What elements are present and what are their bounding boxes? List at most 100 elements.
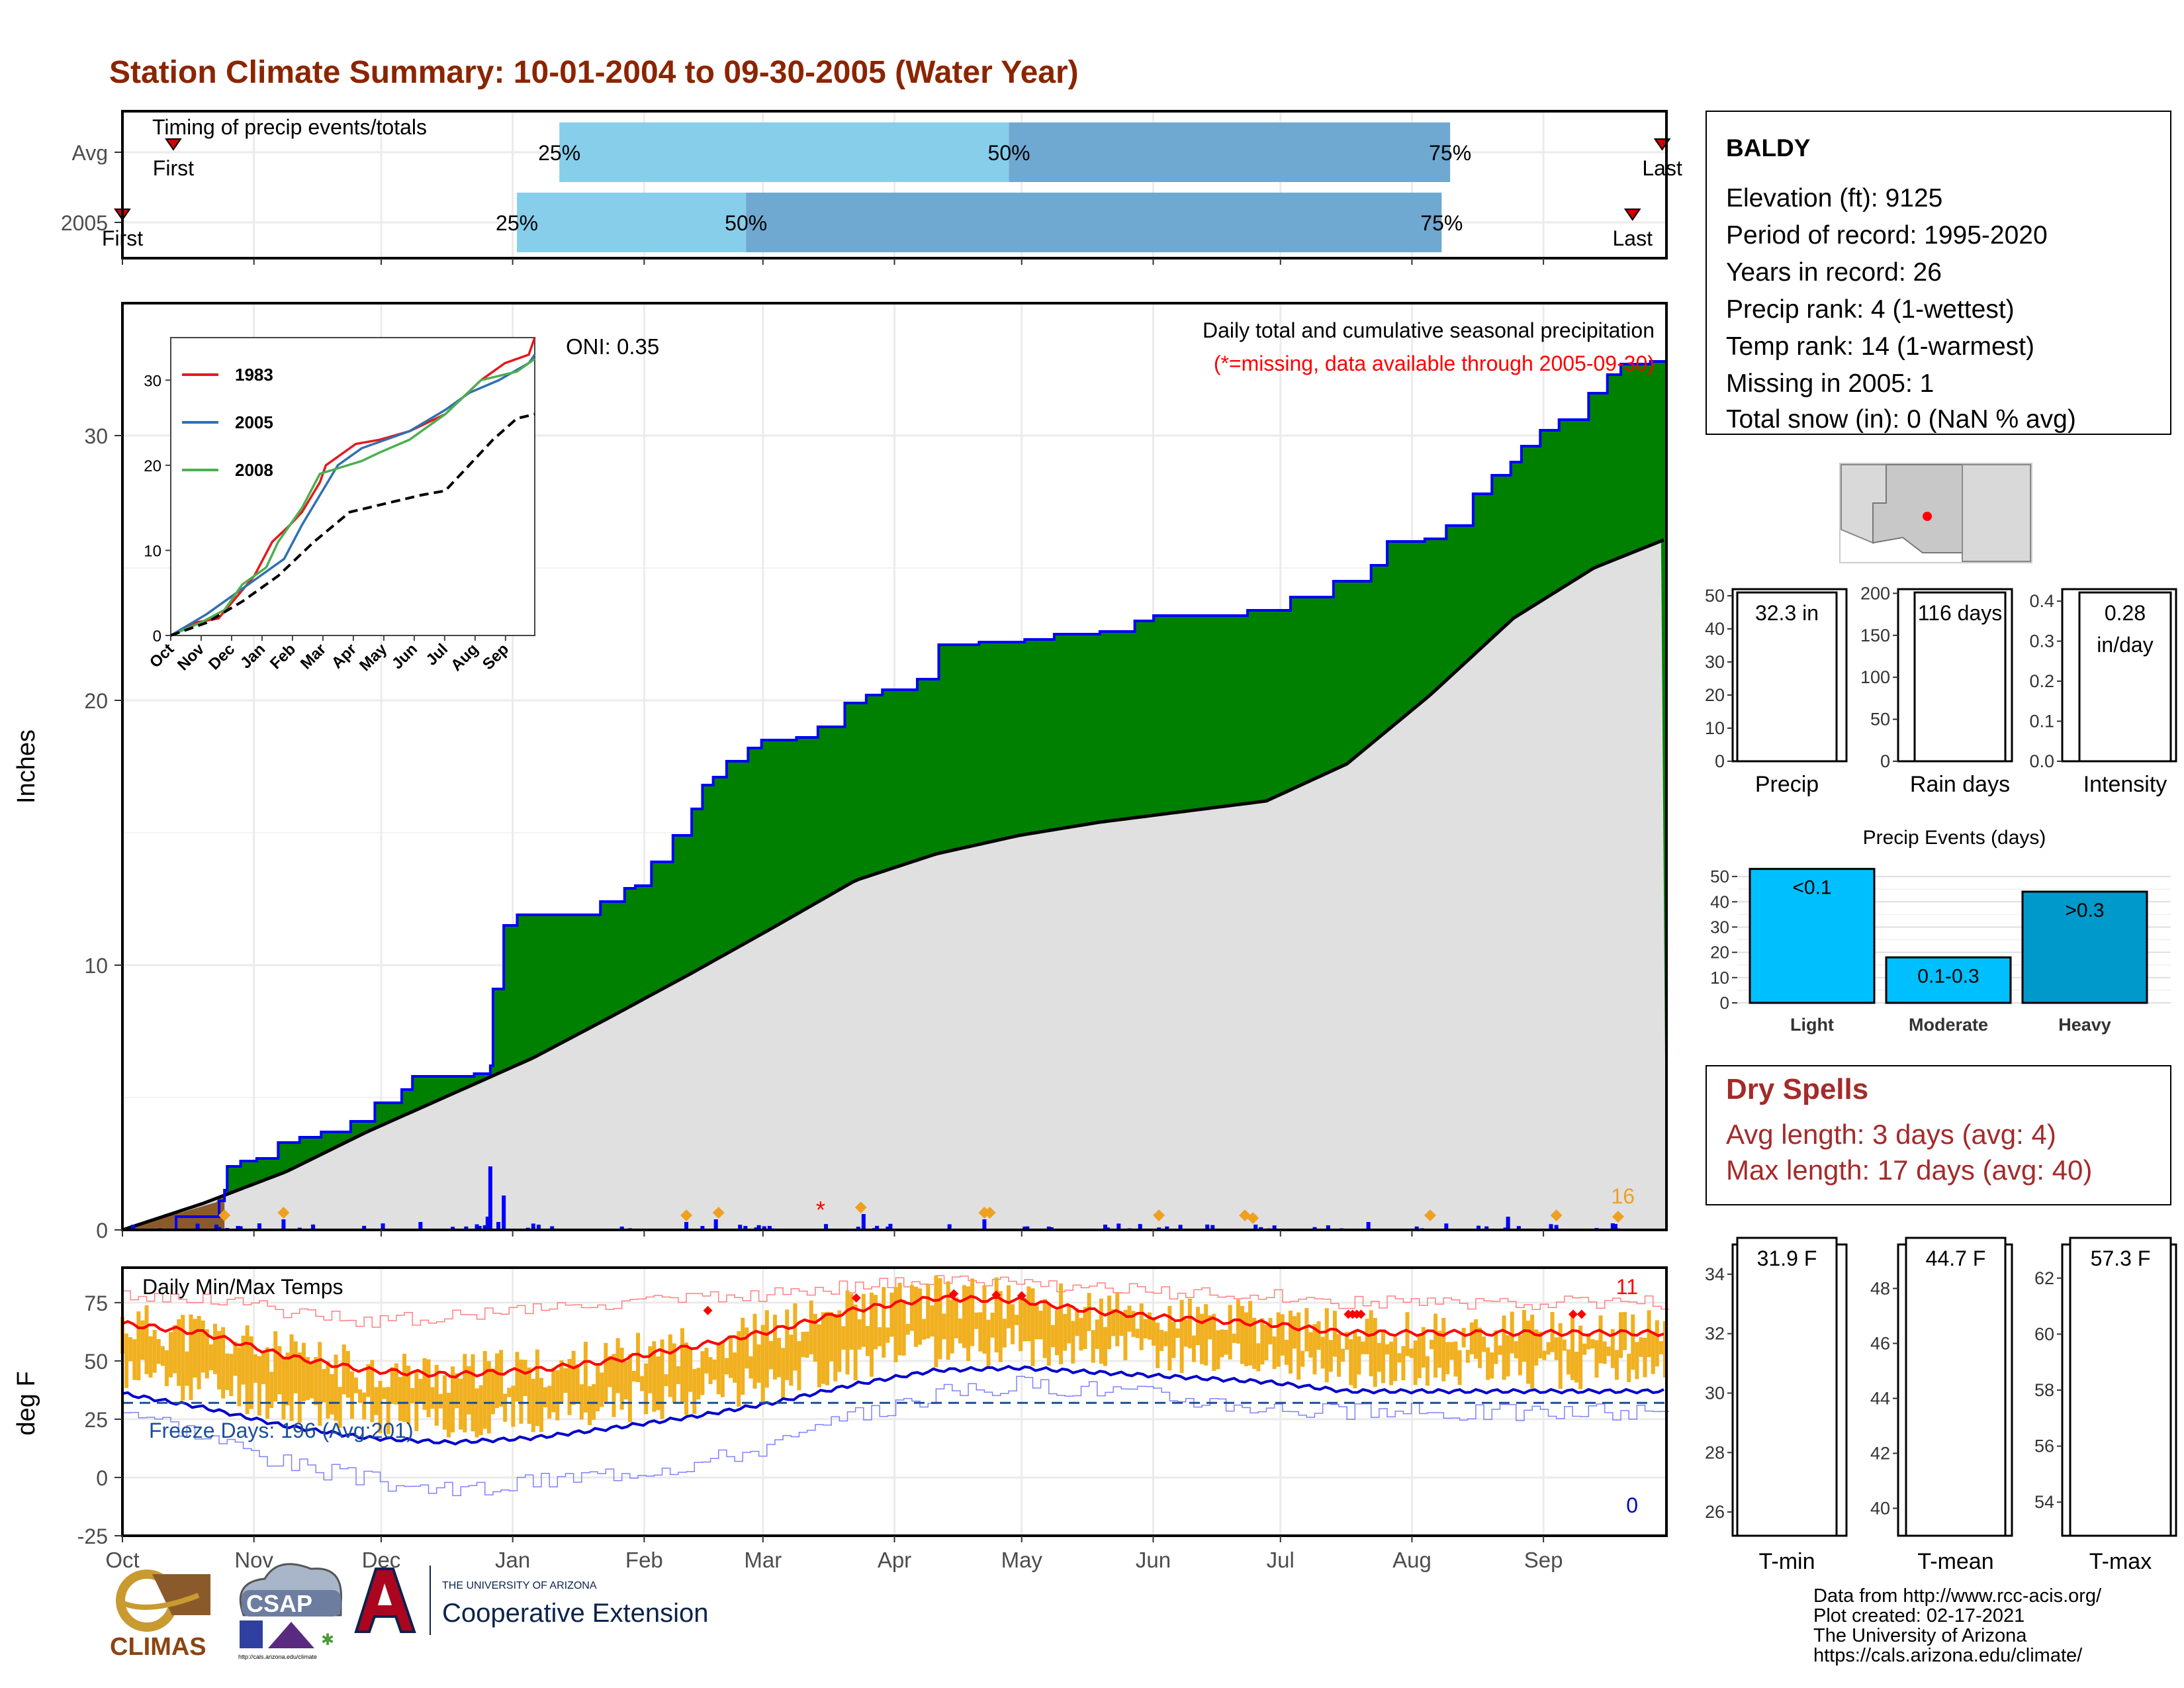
month-label: Apr (878, 1548, 911, 1572)
daily-temp-bar (531, 1378, 535, 1432)
daily-precip-bar (1046, 1226, 1051, 1230)
event-count-label: 16 (1611, 1184, 1635, 1208)
daily-temp-bar (1167, 1305, 1172, 1371)
daily-temp-bar (301, 1342, 306, 1401)
value-label: 44.7 F (1926, 1246, 1986, 1270)
daily-temp-bar (1228, 1305, 1232, 1360)
timing-pct-label: 75% (1429, 141, 1471, 165)
daily-temp-bar (1393, 1336, 1398, 1382)
daily-temp-bar (1401, 1346, 1406, 1381)
daily-temp-bar (1220, 1329, 1224, 1358)
daily-temp-bar (1526, 1321, 1531, 1384)
daily-temp-bar (845, 1290, 850, 1375)
daily-temp-bar (326, 1361, 330, 1419)
daily-precip-bar (477, 1225, 482, 1230)
daily-temp-bar (749, 1356, 753, 1379)
daily-temp-bar (338, 1387, 342, 1428)
daily-temp-bar (1019, 1293, 1023, 1352)
csap-logo: CSAP ✱ http://cals.arizona.edu/climate (238, 1563, 342, 1660)
normal-precip-line (122, 538, 1664, 1232)
oni-label: ONI: 0.35 (566, 334, 659, 359)
daily-precip-bar (1326, 1225, 1330, 1230)
daily-precip-bar (743, 1226, 748, 1230)
record-low-count: 0 (1626, 1493, 1638, 1517)
y-tick-label: 26 (1705, 1502, 1725, 1522)
daily-temp-bar (459, 1378, 463, 1430)
daily-temp-bar (825, 1311, 830, 1385)
daily-temp-bar (1115, 1292, 1120, 1346)
extreme-precip-marker (854, 1201, 867, 1213)
daily-temp-bar (974, 1312, 979, 1329)
daily-precip-bar (875, 1225, 880, 1230)
month-label: Jul (1267, 1548, 1295, 1572)
daily-precip-bar (1253, 1225, 1258, 1230)
daily-temp-bar (225, 1353, 230, 1390)
y-tick-label: 28 (1705, 1442, 1725, 1462)
daily-temp-bar (1482, 1336, 1486, 1352)
daily-temp-bar (631, 1370, 636, 1382)
daily-temp-bar (886, 1327, 890, 1343)
y-tick-label: 10 (1705, 718, 1725, 738)
daily-temp-bar (672, 1343, 676, 1403)
daily-temp-bar (1212, 1313, 1216, 1371)
daily-temp-bar (124, 1333, 129, 1388)
avg-tmin-line (122, 1364, 1664, 1446)
y-tick-label: 20 (84, 689, 108, 713)
daily-temp-bar (1369, 1310, 1373, 1377)
y-tick-label: 32 (1705, 1324, 1725, 1344)
event-bar-label: 0.1-0.3 (1917, 965, 1979, 987)
daily-temp-bar (305, 1356, 310, 1400)
logos: CLIMAS CSAP ✱ http://cals.arizona.edu/cl… (110, 1563, 708, 1661)
daily-temp-bar (870, 1292, 874, 1377)
y-tick-label: 54 (2034, 1492, 2054, 1512)
inset-y-tick: 20 (144, 457, 161, 475)
daily-temp-bar (217, 1331, 222, 1389)
daily-temp-bar (1046, 1303, 1051, 1366)
daily-temp-bar (1171, 1321, 1176, 1358)
daily-temp-bar (422, 1358, 427, 1410)
y-tick-label: 58 (2034, 1380, 2054, 1400)
daily-temp-bar (821, 1312, 825, 1384)
daily-temp-bar (986, 1319, 991, 1367)
daily-temp-bar (998, 1291, 1003, 1362)
daily-temp-bar (837, 1310, 842, 1372)
daily-precip-bar (1476, 1225, 1480, 1230)
daily-temp-bar (648, 1346, 653, 1393)
credit-line: The University of Arizona (1813, 1625, 2027, 1646)
daily-temp-bar (1308, 1332, 1313, 1358)
daily-temp-bar (575, 1364, 580, 1402)
month-label: Jan (495, 1548, 530, 1572)
daily-temp-bar (523, 1360, 527, 1396)
daily-temp-bar (724, 1358, 729, 1375)
daily-temp-bar (1433, 1313, 1438, 1378)
inset-y-tick: 30 (144, 372, 161, 390)
daily-temp-bar (793, 1303, 797, 1371)
record-high-marker (1576, 1309, 1586, 1319)
daily-temp-bar (1473, 1319, 1478, 1359)
daily-temp-bar (152, 1330, 157, 1373)
y-tick-label: 10 (1710, 968, 1729, 988)
category-label: T-min (1759, 1549, 1815, 1574)
category-label: T-max (2089, 1549, 2152, 1574)
daily-temp-bar (1006, 1285, 1011, 1329)
tmean-chart: 40 42 44 46 48 44.7 F T-mean (1870, 1237, 2013, 1574)
daily-temp-bar (1252, 1317, 1257, 1369)
daily-temp-bar (1490, 1352, 1494, 1379)
daily-precip-bar (1178, 1225, 1183, 1230)
daily-temp-bar (1264, 1325, 1269, 1360)
daily-temp-bar (1135, 1329, 1140, 1338)
daily-temp-bar (1514, 1341, 1518, 1358)
credit-line: Plot created: 02-17-2021 (1813, 1605, 2025, 1626)
daily-temp-bar (1397, 1353, 1402, 1363)
daily-precip-bar (1366, 1222, 1371, 1230)
y-tick-label: 30 (1705, 1383, 1725, 1403)
daily-precip-bar (214, 1225, 219, 1230)
daily-temp-bar (455, 1373, 459, 1409)
daily-precip-bar (1272, 1225, 1277, 1230)
daily-temp-bar (1586, 1333, 1591, 1350)
daily-temp-bar (490, 1368, 495, 1415)
daily-temp-bar (1111, 1309, 1116, 1336)
daily-temp-bar (627, 1354, 632, 1423)
daily-temp-bar (764, 1310, 769, 1388)
daily-precip-bar (1205, 1224, 1210, 1230)
